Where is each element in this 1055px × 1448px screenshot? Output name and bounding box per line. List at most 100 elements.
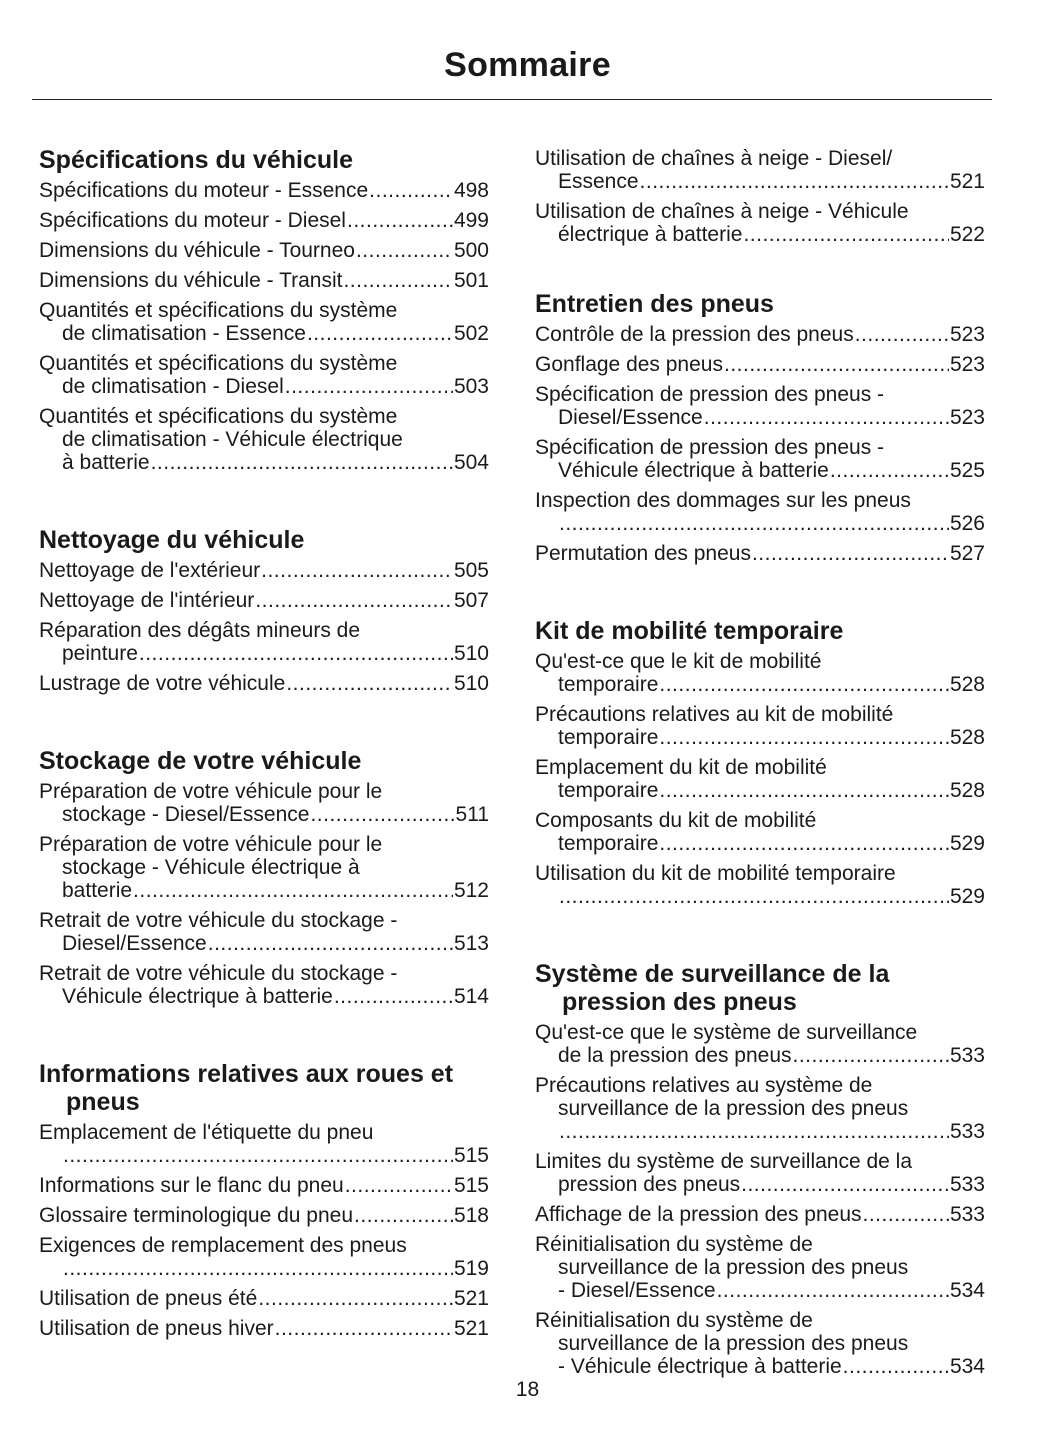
toc-entry[interactable]: Qu'est-ce que le kit de mobilité temporai… bbox=[535, 650, 985, 696]
toc-entry[interactable]: Emplacement de l'étiquette du pneu 515 bbox=[39, 1121, 489, 1167]
entry-page-number[interactable]: 534 bbox=[949, 1355, 985, 1378]
entry-page-number[interactable]: 507 bbox=[453, 589, 489, 612]
toc-entry[interactable]: Utilisation de chaînes à neige - Diesel/… bbox=[535, 147, 985, 193]
dot-leader bbox=[133, 879, 453, 902]
entry-text: Véhicule électrique à batterie bbox=[558, 459, 829, 482]
toc-entry[interactable]: Préparation de votre véhicule pour le sto… bbox=[39, 833, 489, 902]
toc-entry[interactable]: Dimensions du véhicule - Transit 501 bbox=[39, 269, 489, 292]
toc-entry[interactable]: Emplacement du kit de mobilité temporaire… bbox=[535, 756, 985, 802]
toc-entry[interactable]: Nettoyage de l'intérieur 507 bbox=[39, 589, 489, 612]
toc-entry[interactable]: Spécification de pression des pneus - Véh… bbox=[535, 436, 985, 482]
toc-entry[interactable]: Quantités et spécifications du système de… bbox=[39, 405, 489, 474]
entry-text: de la pression des pneus bbox=[558, 1044, 792, 1067]
entry-page-number[interactable]: 525 bbox=[949, 459, 985, 482]
toc-entry[interactable]: Réinitialisation du système de surveillan… bbox=[535, 1309, 985, 1378]
toc-entry[interactable]: Permutation des pneus 527 bbox=[535, 542, 985, 565]
entry-page-number[interactable]: 511 bbox=[455, 803, 489, 826]
entry-last-line: Diesel/Essence 523 bbox=[535, 406, 985, 429]
toc-entry[interactable]: Affichage de la pression des pneus 533 bbox=[535, 1203, 985, 1226]
entry-page-number[interactable]: 512 bbox=[453, 879, 489, 902]
entry-page-number[interactable]: 515 bbox=[453, 1144, 489, 1167]
toc-entry[interactable]: Exigences de remplacement des pneus 519 bbox=[39, 1234, 489, 1280]
entry-page-number[interactable]: 510 bbox=[453, 672, 489, 695]
dot-leader bbox=[334, 985, 453, 1008]
toc-entry[interactable]: Retrait de votre véhicule du stockage -D… bbox=[39, 909, 489, 955]
entry-page-number[interactable]: 528 bbox=[949, 673, 985, 696]
toc-entry[interactable]: Informations sur le flanc du pneu 515 bbox=[39, 1174, 489, 1197]
entry-page-number[interactable]: 528 bbox=[949, 779, 985, 802]
entry-page-number[interactable]: 533 bbox=[949, 1044, 985, 1067]
entry-page-number[interactable]: 513 bbox=[453, 932, 489, 955]
entry-page-number[interactable]: 523 bbox=[949, 353, 985, 376]
toc-entry[interactable]: Nettoyage de l'extérieur 505 bbox=[39, 559, 489, 582]
entry-page-number[interactable]: 533 bbox=[949, 1173, 985, 1196]
entry-page-number[interactable]: 534 bbox=[949, 1279, 985, 1302]
toc-entry[interactable]: Réparation des dégâts mineurs de peinture… bbox=[39, 619, 489, 665]
entry-text: Permutation des pneus bbox=[535, 542, 751, 565]
toc-section: Nettoyage du véhicule Nettoyage de l'exté… bbox=[39, 526, 489, 695]
toc-entry[interactable]: Qu'est-ce que le système de surveillance… bbox=[535, 1021, 985, 1067]
entry-page-number[interactable]: 521 bbox=[453, 1287, 489, 1310]
entry-page-number[interactable]: 503 bbox=[453, 375, 489, 398]
toc-entry[interactable]: Utilisation de chaînes à neige - Véhicul… bbox=[535, 200, 985, 246]
toc-entry[interactable]: Préparation de votre véhicule pour le sto… bbox=[39, 780, 489, 826]
toc-entry[interactable]: Spécifications du moteur - Diesel 499 bbox=[39, 209, 489, 232]
toc-entry[interactable]: Quantités et spécifications du système de… bbox=[39, 352, 489, 398]
toc-entry[interactable]: Précautions relatives au système de surve… bbox=[535, 1074, 985, 1143]
dot-leader bbox=[724, 353, 949, 376]
toc-entry[interactable]: Spécification de pression des pneus - Die… bbox=[535, 383, 985, 429]
toc-entry[interactable]: Utilisation du kit de mobilité temporair… bbox=[535, 862, 985, 908]
entry-page-number[interactable]: 501 bbox=[453, 269, 489, 292]
dot-leader bbox=[704, 406, 949, 429]
entry-page-number[interactable]: 518 bbox=[453, 1204, 489, 1227]
toc-entry[interactable]: Limites du système de surveillance de la… bbox=[535, 1150, 985, 1196]
entry-last-line: temporaire 528 bbox=[535, 726, 985, 749]
entry-page-number[interactable]: 499 bbox=[453, 209, 489, 232]
toc-entry[interactable]: Gonflage des pneus 523 bbox=[535, 353, 985, 376]
toc-entry[interactable]: Glossaire terminologique du pneu 518 bbox=[39, 1204, 489, 1227]
toc-entry[interactable]: Dimensions du véhicule - Tourneo 500 bbox=[39, 239, 489, 262]
entry-text-line: Limites du système de surveillance de la bbox=[535, 1150, 913, 1173]
toc-entry[interactable]: Précautions relatives au kit de mobilité… bbox=[535, 703, 985, 749]
entry-page-number[interactable]: 521 bbox=[949, 170, 985, 193]
toc-entry[interactable]: Inspection des dommages sur les pneus 526 bbox=[535, 489, 985, 535]
toc-entry[interactable]: Utilisation de pneus été 521 bbox=[39, 1287, 489, 1310]
entry-page-number[interactable]: 519 bbox=[453, 1257, 489, 1280]
toc-entry[interactable]: Quantités et spécifications du système de… bbox=[39, 299, 489, 345]
entry-text-line: de climatisation - Véhicule électrique bbox=[62, 428, 403, 451]
entry-page-number[interactable]: 522 bbox=[949, 223, 985, 246]
entry-page-number[interactable]: 521 bbox=[453, 1317, 489, 1340]
entry-page-number[interactable]: 498 bbox=[453, 179, 489, 202]
toc-section: Entretien des pneus Contrôle de la pressi… bbox=[535, 290, 985, 565]
entry-page-number[interactable]: 515 bbox=[453, 1174, 489, 1197]
toc-entry[interactable]: Retrait de votre véhicule du stockage -V… bbox=[39, 962, 489, 1008]
entry-page-number[interactable]: 523 bbox=[949, 323, 985, 346]
toc-entry[interactable]: Réinitialisation du système de surveillan… bbox=[535, 1233, 985, 1302]
entry-page-number[interactable]: 510 bbox=[453, 642, 489, 665]
entry-text-line: Réparation des dégâts mineurs de bbox=[39, 619, 361, 642]
entry-page-number[interactable]: 505 bbox=[453, 559, 489, 582]
dot-leader bbox=[752, 542, 949, 565]
entry-page-number[interactable]: 528 bbox=[949, 726, 985, 749]
entry-page-number[interactable]: 514 bbox=[453, 985, 489, 1008]
toc-entry[interactable]: Contrôle de la pression des pneus 523 bbox=[535, 323, 985, 346]
entry-page-number[interactable]: 527 bbox=[949, 542, 985, 565]
dot-leader bbox=[559, 512, 949, 535]
entry-text: Dimensions du véhicule - Transit bbox=[39, 269, 343, 292]
toc-entry[interactable]: Lustrage de votre véhicule 510 bbox=[39, 672, 489, 695]
entry-page-number[interactable]: 523 bbox=[949, 406, 985, 429]
toc-section: Kit de mobilité temporaire Qu'est-ce que … bbox=[535, 617, 985, 908]
entry-page-number[interactable]: 500 bbox=[453, 239, 489, 262]
entry-page-number[interactable]: 502 bbox=[453, 322, 489, 345]
entry-page-number[interactable]: 529 bbox=[949, 832, 985, 855]
entry-page-number[interactable]: 504 bbox=[453, 451, 489, 474]
toc-entry[interactable]: Utilisation de pneus hiver 521 bbox=[39, 1317, 489, 1340]
toc-entry[interactable]: Spécifications du moteur - Essence 498 bbox=[39, 179, 489, 202]
entry-page-number[interactable]: 533 bbox=[949, 1120, 985, 1143]
entry-page-number[interactable]: 533 bbox=[949, 1203, 985, 1226]
entry-page-number[interactable]: 529 bbox=[949, 885, 985, 908]
entry-page-number[interactable]: 526 bbox=[949, 512, 985, 535]
entry-last-line: Dimensions du véhicule - Transit 501 bbox=[39, 269, 489, 292]
dot-leader bbox=[356, 239, 453, 262]
